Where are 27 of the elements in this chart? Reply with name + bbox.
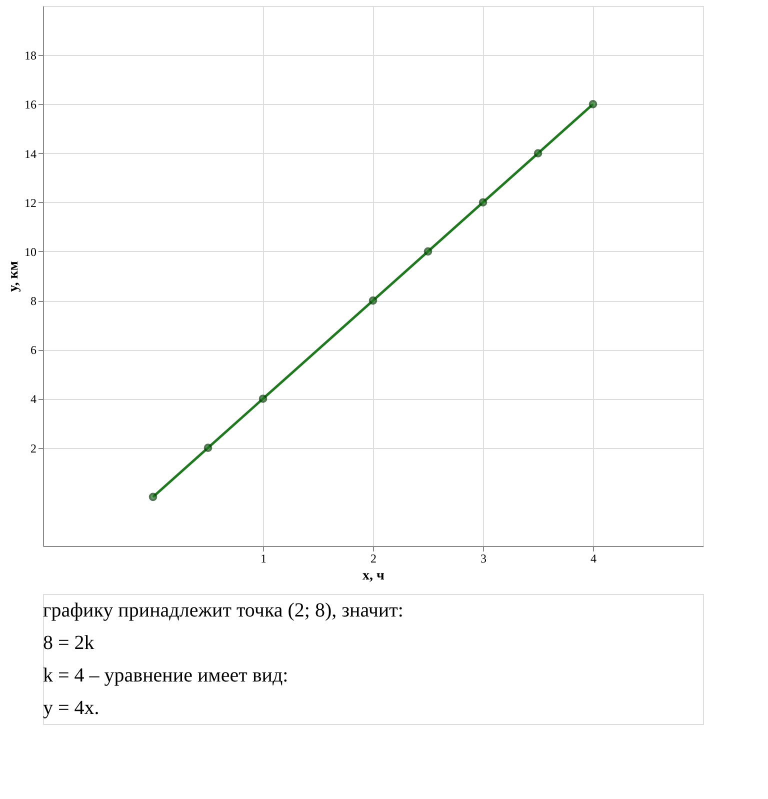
point: [424, 247, 432, 256]
text: графику принадлежит точка (2; 8), значит:: [43, 599, 404, 622]
y-tick-label: 6: [30, 343, 36, 358]
text: 8 = 2k: [43, 632, 94, 654]
point: [588, 100, 598, 108]
y-tick-label: 16: [24, 98, 36, 112]
y-tick-label: 18: [24, 48, 36, 63]
y-tick-label: 2: [30, 441, 36, 456]
x-tick-label: 3: [480, 552, 486, 566]
x-tick-label: 2: [370, 552, 376, 566]
point: [368, 296, 378, 305]
point: [148, 492, 158, 502]
point: [478, 198, 488, 207]
y-tick-label: 4: [30, 392, 36, 406]
point: [534, 149, 542, 158]
y-tick-label: 10: [24, 244, 36, 259]
y-tick-label: 12: [24, 196, 36, 210]
point: [204, 444, 212, 452]
y-tick-label: 14: [24, 146, 36, 161]
y-tick-label: 8: [30, 294, 36, 308]
x-tick-label: 1: [260, 552, 266, 566]
x-tick-label: 4: [590, 552, 596, 566]
point: [258, 394, 268, 403]
text: k = 4 – уравнение имеет вид:: [43, 664, 288, 686]
text: y = 4x.: [43, 696, 100, 719]
y-axis-title: y, км: [6, 260, 22, 292]
x-axis-title: x, ч: [362, 568, 385, 584]
